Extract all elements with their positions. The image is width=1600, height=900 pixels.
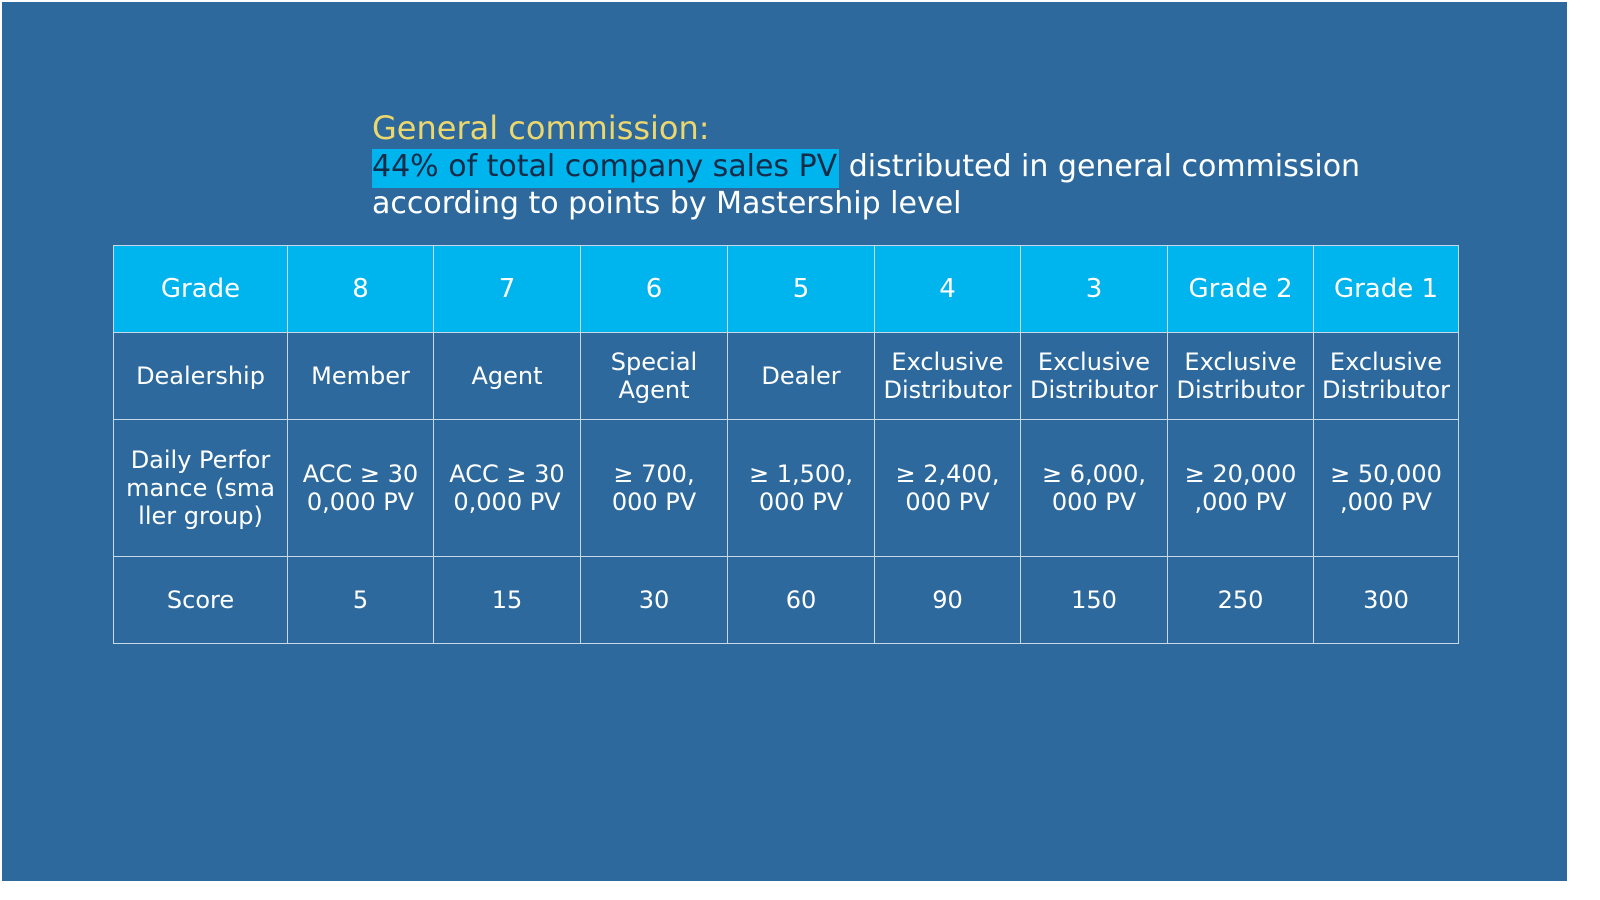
table-cell[interactable]: 150 [1020, 556, 1168, 644]
table-cell[interactable]: Exclusive Distributor [1313, 332, 1459, 420]
table-cell[interactable]: ACC ≥ 30 0,000 PV [287, 419, 434, 557]
header-cell[interactable]: Grade 1 [1313, 245, 1459, 333]
table-row-score: Score 5 15 30 60 90 150 250 300 [113, 556, 1459, 644]
table-cell[interactable]: Exclusive Distributor [1167, 332, 1314, 420]
table-cell[interactable]: Exclusive Distributor [874, 332, 1021, 420]
header-cell[interactable]: 5 [727, 245, 875, 333]
table-cell[interactable]: ≥ 700, 000 PV [580, 419, 728, 557]
table-cell[interactable]: ≥ 50,000 ,000 PV [1313, 419, 1459, 557]
table-cell[interactable]: Member [287, 332, 434, 420]
table-row-dealership: Dealership Member Agent Special Agent De… [113, 332, 1459, 420]
table-cell[interactable]: 300 [1313, 556, 1459, 644]
table-row-daily-performance: Daily Perfor mance (sma ller group) ACC … [113, 419, 1459, 557]
table-cell[interactable]: Daily Perfor mance (sma ller group) [113, 419, 288, 557]
slide-heading: General commission: [372, 109, 710, 147]
table-cell[interactable]: Score [113, 556, 288, 644]
table-cell[interactable]: ≥ 2,400, 000 PV [874, 419, 1021, 557]
table-cell[interactable]: ≥ 20,000 ,000 PV [1167, 419, 1314, 557]
table-cell[interactable]: 90 [874, 556, 1021, 644]
table-cell[interactable]: Dealership [113, 332, 288, 420]
header-cell[interactable]: 4 [874, 245, 1021, 333]
table-cell[interactable]: 5 [287, 556, 434, 644]
table-cell[interactable]: 15 [433, 556, 581, 644]
table-header-row: Grade 8 7 6 5 4 3 Grade 2 Grade 1 [113, 245, 1459, 333]
commission-table: Grade 8 7 6 5 4 3 Grade 2 Grade 1 Dealer… [113, 245, 1459, 644]
table-cell[interactable]: 60 [727, 556, 875, 644]
header-cell[interactable]: Grade 2 [1167, 245, 1314, 333]
table-cell[interactable]: 250 [1167, 556, 1314, 644]
header-cell[interactable]: 3 [1020, 245, 1168, 333]
subtitle-line-2: according to points by Mastership level [372, 186, 962, 221]
header-cell[interactable]: 7 [433, 245, 581, 333]
subtitle-line-1-rest: distributed in general commission [839, 149, 1361, 184]
selected-text-highlight[interactable]: 44% of total company sales PV [372, 149, 840, 188]
table-cell[interactable]: 30 [580, 556, 728, 644]
header-cell[interactable]: Grade [113, 245, 288, 333]
table-cell[interactable]: Agent [433, 332, 581, 420]
header-cell[interactable]: 6 [580, 245, 728, 333]
header-cell[interactable]: 8 [287, 245, 434, 333]
subtitle-line-1: 44% of total company sales PV distribute… [372, 148, 1372, 188]
table-cell[interactable]: ACC ≥ 30 0,000 PV [433, 419, 581, 557]
table-cell[interactable]: Exclusive Distributor [1020, 332, 1168, 420]
table-cell[interactable]: Dealer [727, 332, 875, 420]
table-cell[interactable]: ≥ 1,500, 000 PV [727, 419, 875, 557]
slide-subtitle: 44% of total company sales PV distribute… [372, 148, 1372, 222]
table-cell[interactable]: Special Agent [580, 332, 728, 420]
slide: General commission: 44% of total company… [2, 2, 1567, 881]
table-cell[interactable]: ≥ 6,000, 000 PV [1020, 419, 1168, 557]
